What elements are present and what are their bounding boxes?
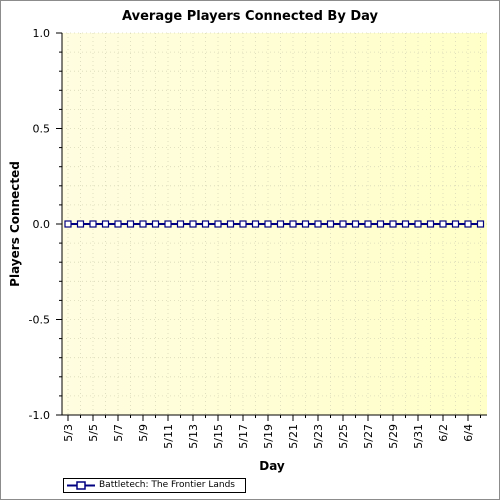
x-tick-label: 5/21 bbox=[287, 424, 300, 449]
data-point bbox=[401, 220, 410, 228]
data-point bbox=[214, 220, 222, 228]
data-point bbox=[176, 220, 185, 228]
x-tick-label: 5/11 bbox=[162, 424, 175, 449]
x-tick-label: 5/19 bbox=[262, 424, 275, 449]
x-tick-label: 5/13 bbox=[187, 424, 200, 449]
data-point bbox=[464, 220, 472, 228]
data-point bbox=[76, 220, 85, 228]
x-tick-label: 5/7 bbox=[112, 424, 125, 442]
x-tick-label: 6/2 bbox=[437, 424, 450, 442]
legend-series-swatch-icon bbox=[67, 481, 95, 490]
y-tick-label: -0.5 bbox=[29, 314, 50, 327]
data-point bbox=[201, 220, 210, 228]
data-point bbox=[64, 220, 72, 228]
data-point bbox=[151, 220, 160, 228]
x-tick-label: 5/5 bbox=[87, 424, 100, 442]
x-tick-label: 5/23 bbox=[312, 424, 325, 449]
data-point bbox=[101, 220, 110, 228]
x-tick-label: 5/31 bbox=[412, 424, 425, 449]
data-point bbox=[114, 220, 122, 228]
y-axis-label: Players Connected bbox=[8, 161, 22, 287]
x-tick-label: 5/25 bbox=[337, 424, 350, 449]
data-point bbox=[276, 220, 285, 228]
data-point bbox=[326, 220, 335, 228]
data-point bbox=[126, 220, 135, 228]
y-tick-label: 1.0 bbox=[33, 27, 51, 40]
x-tick-label: 5/27 bbox=[362, 424, 375, 449]
x-tick-label: 5/29 bbox=[387, 424, 400, 449]
tick-labels: 1.0 0.5 0.0 -0.5 -1.0 5/3 5/5 5/7 5/9 5/11 5/13 5/1… bbox=[29, 27, 475, 449]
data-point bbox=[139, 220, 147, 228]
data-point bbox=[364, 220, 372, 228]
x-tick-label: 5/9 bbox=[137, 424, 150, 442]
data-point bbox=[426, 220, 435, 228]
data-point bbox=[339, 220, 347, 228]
y-tick-label: 0.5 bbox=[33, 123, 51, 136]
data-point bbox=[264, 220, 272, 228]
x-tick-label: 6/4 bbox=[462, 424, 475, 442]
data-point bbox=[414, 220, 422, 228]
data-point bbox=[164, 220, 172, 228]
data-point bbox=[476, 220, 485, 228]
legend-series-label: Battletech: The Frontier Lands bbox=[99, 480, 235, 490]
data-point bbox=[314, 220, 322, 228]
data-point bbox=[251, 220, 260, 228]
data-point bbox=[439, 220, 447, 228]
data-point bbox=[89, 220, 97, 228]
data-point bbox=[301, 220, 310, 228]
data-point bbox=[389, 220, 397, 228]
legend: Battletech: The Frontier Lands bbox=[63, 478, 246, 493]
data-point bbox=[451, 220, 460, 228]
x-tick-label: 5/3 bbox=[62, 424, 75, 442]
data-point bbox=[226, 220, 235, 228]
x-tick-label: 5/17 bbox=[237, 424, 250, 449]
data-point bbox=[189, 220, 197, 228]
data-point bbox=[376, 220, 385, 228]
x-tick-label: 5/15 bbox=[212, 424, 225, 449]
data-point bbox=[239, 220, 247, 228]
y-tick-label: -1.0 bbox=[29, 409, 50, 422]
chart-title: Average Players Connected By Day bbox=[122, 9, 378, 24]
data-point bbox=[289, 220, 297, 228]
data-point bbox=[351, 220, 360, 228]
series-layer bbox=[64, 220, 485, 228]
x-axis-label: Day bbox=[259, 459, 285, 473]
y-tick-label: 0.0 bbox=[33, 218, 51, 231]
axes bbox=[56, 32, 487, 421]
